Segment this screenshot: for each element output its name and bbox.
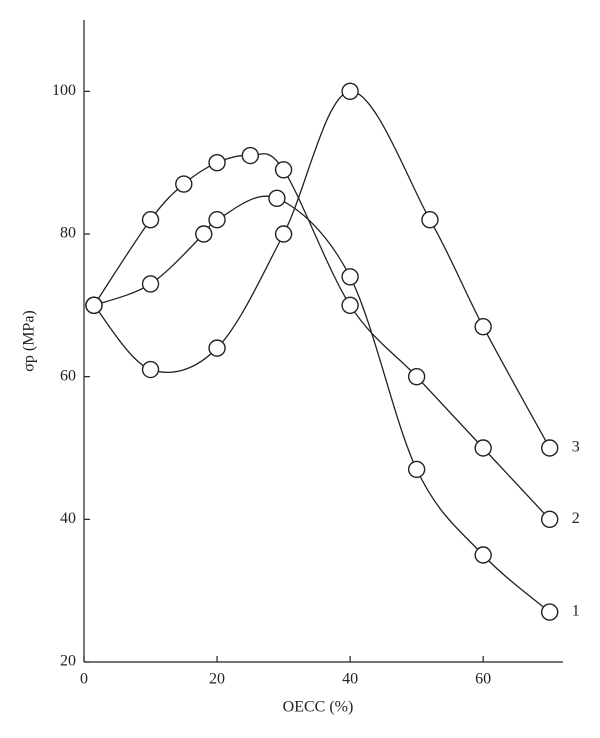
series-line (93, 153, 551, 520)
data-point (141, 211, 160, 229)
x-tick-label: 20 (209, 671, 225, 688)
data-point (540, 603, 559, 621)
data-point (195, 225, 213, 243)
series-line (93, 90, 551, 449)
data-point (274, 225, 293, 243)
series-line (93, 195, 551, 613)
data-point (341, 296, 359, 315)
x-tick-label: 60 (475, 671, 491, 688)
x-axis-label: OECC (%) (283, 699, 354, 716)
y-tick-label: 100 (52, 82, 76, 99)
data-point (421, 211, 439, 229)
series-label: 2 (572, 510, 580, 527)
data-point (141, 360, 160, 379)
data-point (241, 146, 260, 165)
y-tick-label: 80 (60, 225, 76, 242)
data-point (407, 460, 426, 479)
data-point (474, 318, 492, 336)
data-point (175, 175, 193, 193)
data-point (540, 439, 559, 457)
data-point (341, 268, 359, 286)
x-tick-label: 40 (342, 671, 358, 688)
series-label: 3 (572, 439, 580, 456)
data-point (474, 546, 492, 564)
data-point (141, 275, 160, 293)
y-tick-label: 60 (60, 367, 76, 384)
data-point (341, 82, 359, 101)
data-point (208, 211, 226, 229)
data-point (85, 296, 103, 315)
data-point (407, 367, 426, 386)
y-tick-label: 40 (60, 510, 76, 527)
y-axis-label: σp (MPa) (21, 310, 38, 372)
x-tick-label: 0 (80, 671, 88, 688)
data-point (474, 439, 492, 457)
data-point (274, 161, 293, 179)
data-point (208, 339, 226, 357)
series-label: 1 (572, 603, 580, 620)
y-tick-label: 20 (60, 653, 76, 670)
data-point (268, 189, 286, 208)
data-point (208, 153, 226, 172)
data-point (540, 510, 559, 529)
